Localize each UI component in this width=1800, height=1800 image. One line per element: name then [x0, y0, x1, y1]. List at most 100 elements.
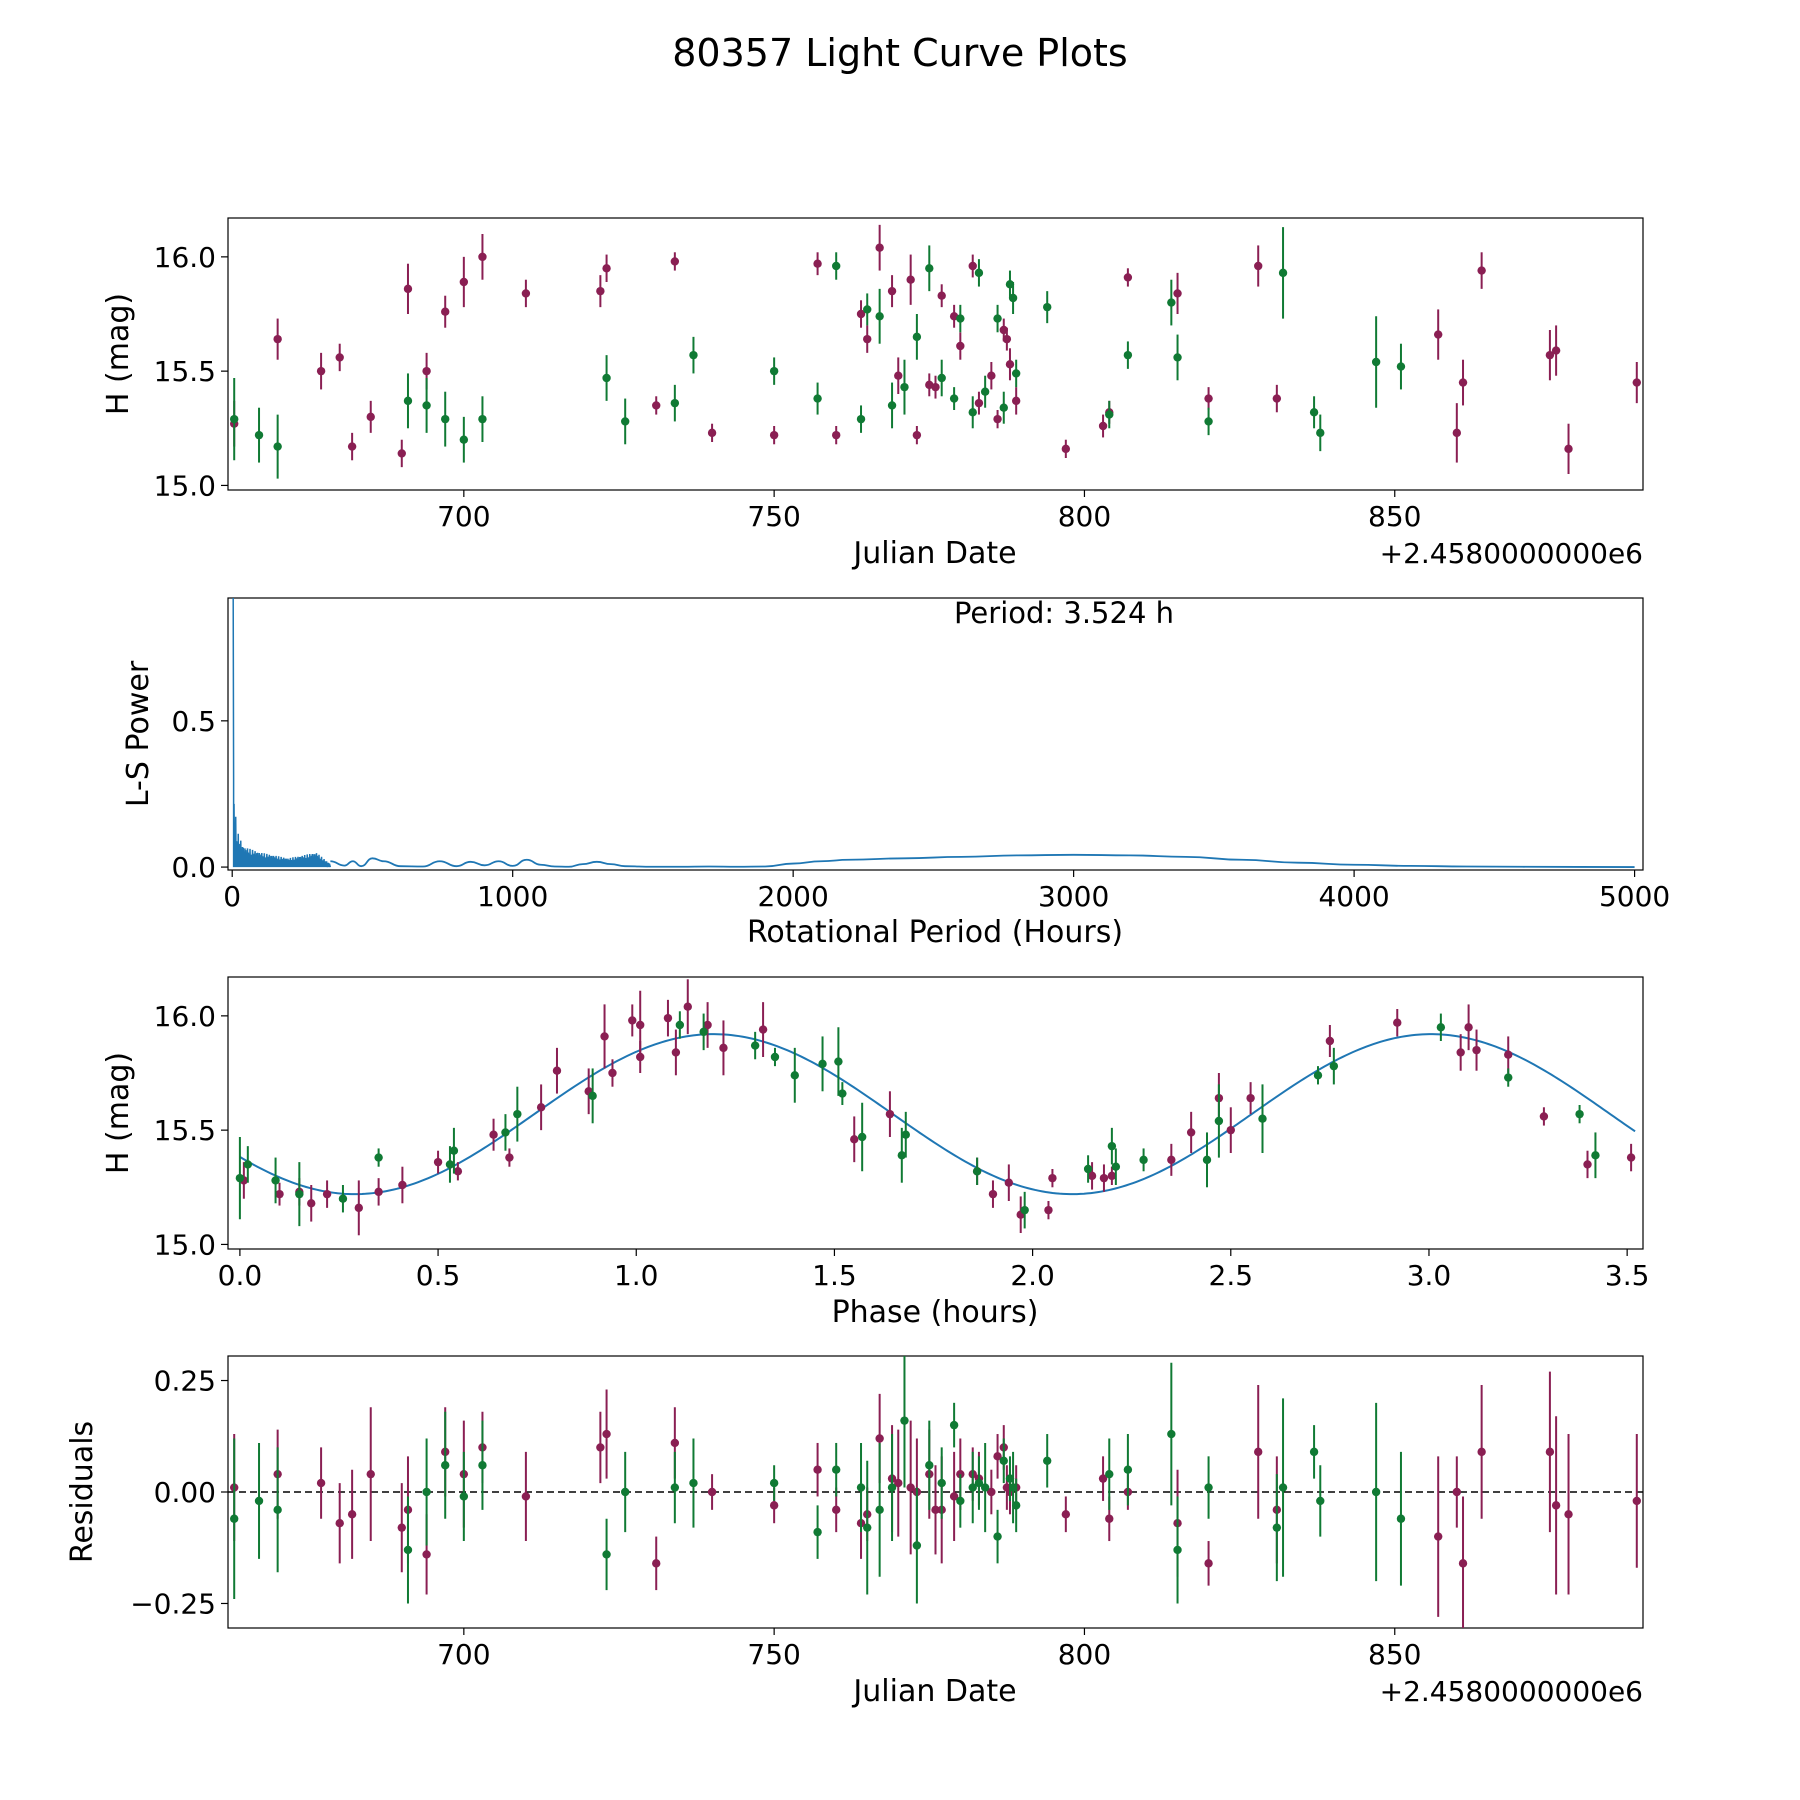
time-series-point-magenta: [993, 414, 1002, 424]
phase-point-green: [838, 1089, 847, 1098]
periodogram-xtick-label: 2000: [758, 880, 829, 913]
residuals-point-green: [1008, 1483, 1018, 1492]
time-series-point-green: [230, 414, 239, 424]
residuals-point-green: [422, 1487, 431, 1497]
phase-point-magenta: [354, 1203, 363, 1213]
time-series-point-magenta: [887, 286, 897, 296]
time-series-point-green: [1316, 428, 1325, 438]
residuals-point-magenta: [1105, 1514, 1114, 1523]
time-series-point-green: [956, 314, 965, 323]
phase-frame: [227, 976, 1644, 1250]
residuals-point-green: [863, 1523, 872, 1532]
time-series-marks: [230, 224, 1641, 479]
residuals-point-magenta: [1204, 1559, 1213, 1568]
phase-point-green: [1258, 1114, 1267, 1123]
residuals-point-magenta: [652, 1559, 661, 1568]
phase-point-magenta: [1186, 1128, 1196, 1137]
residuals-point-magenta: [832, 1505, 841, 1515]
time-series-panel: 700 750 800 850 15.0 15.5 16.0 Julian Date +2.…: [101, 217, 1644, 571]
phase-point-green: [295, 1189, 304, 1199]
residuals-point-magenta: [1564, 1510, 1573, 1519]
periodogram-xtick-label: 0: [223, 880, 241, 913]
phase-xtick-label: 0.0: [218, 1259, 263, 1292]
time-series-point-magenta: [1551, 346, 1561, 355]
periodogram-xtick-label: 4000: [1318, 880, 1389, 913]
phase-point-magenta: [1456, 1048, 1465, 1057]
time-series-point-green: [620, 417, 630, 426]
phase-point-green: [513, 1109, 522, 1119]
time-series-point-green: [925, 264, 934, 273]
time-series-point-magenta: [894, 371, 903, 380]
periodogram-xtick-label: 3000: [1038, 880, 1109, 913]
phase-point-magenta: [1167, 1155, 1176, 1165]
residuals-point-green: [1105, 1469, 1114, 1479]
residuals-point-green: [1309, 1447, 1319, 1457]
phase-point-magenta: [663, 1013, 673, 1023]
phase-xtick-label: 1.0: [614, 1259, 659, 1292]
time-series-xlabel: Julian Date: [851, 536, 1016, 571]
phase-point-magenta: [1048, 1173, 1057, 1183]
time-series-point-magenta: [1458, 378, 1468, 387]
phase-point-green: [1111, 1162, 1121, 1171]
time-series-point-green: [602, 373, 611, 383]
time-series-point-green: [1371, 357, 1381, 367]
residuals-point-magenta: [1477, 1447, 1486, 1457]
residuals-point-magenta: [1061, 1510, 1071, 1519]
phase-point-magenta: [1583, 1160, 1592, 1169]
residuals-point-magenta: [316, 1478, 326, 1488]
time-series-point-magenta: [652, 401, 661, 410]
periodogram-panel: 0 1000 2000 3000 4000 5000 0.0 0.5 Period: 3.52…: [121, 596, 1670, 950]
time-series-frame: [227, 217, 1644, 491]
time-series-point-green: [856, 414, 866, 424]
phase-point-magenta: [322, 1189, 332, 1199]
phase-point-magenta: [505, 1153, 514, 1162]
phase-point-magenta: [1464, 1023, 1473, 1032]
time-series-point-green: [1123, 350, 1133, 360]
residuals-point-magenta: [602, 1429, 611, 1439]
phase-point-green: [1139, 1155, 1148, 1165]
residuals-point-magenta: [1254, 1447, 1263, 1457]
time-series-point-green: [1005, 280, 1015, 289]
time-series-point-magenta: [956, 341, 965, 351]
time-series-point-green: [949, 394, 959, 403]
phase-point-green: [1329, 1061, 1339, 1071]
residuals-point-magenta: [813, 1465, 822, 1474]
phase-panel: 0.0 0.5 1.0 1.5 2.0 2.5 3.0 3.5 15.0 15.5 16.0 Pha…: [101, 976, 1650, 1330]
phase-point-magenta: [1107, 1171, 1117, 1181]
time-series-point-green: [422, 401, 431, 410]
phase-point-green: [972, 1167, 982, 1176]
phase-ytick-label: 15.0: [154, 1228, 216, 1261]
phase-point-green: [271, 1176, 280, 1185]
residuals-point-green: [441, 1461, 450, 1470]
residuals-point-magenta: [894, 1478, 903, 1488]
phase-point-green: [675, 1020, 685, 1030]
time-series-point-green: [1278, 268, 1288, 278]
phase-point-magenta: [1004, 1178, 1014, 1187]
phase-point-magenta: [398, 1180, 407, 1190]
phase-xtick-label: 3.5: [1605, 1259, 1650, 1292]
residuals-point-green: [230, 1514, 239, 1523]
residuals-point-green: [980, 1483, 990, 1492]
residuals-point-green: [993, 1532, 1002, 1541]
residuals-point-green: [1173, 1545, 1182, 1555]
phase-point-green: [1504, 1073, 1513, 1082]
time-series-point-magenta: [707, 428, 717, 438]
residuals-point-magenta: [875, 1434, 884, 1443]
residuals-point-green: [949, 1420, 959, 1430]
phase-point-magenta: [758, 1025, 768, 1034]
phase-point-magenta: [719, 1043, 728, 1053]
phase-point-green: [750, 1041, 760, 1050]
residuals-point-green: [887, 1483, 897, 1492]
phase-point-magenta: [552, 1066, 562, 1075]
time-series-point-green: [863, 305, 872, 314]
time-series-point-magenta: [1002, 334, 1012, 344]
residuals-xlabel: Julian Date: [851, 1674, 1016, 1709]
time-series-point-magenta: [1123, 273, 1133, 282]
residuals-ytick-label: 0.00: [154, 1476, 216, 1509]
residuals-marks: [228, 1356, 1643, 1628]
residuals-point-magenta: [993, 1452, 1002, 1461]
time-series-point-magenta: [1098, 421, 1108, 431]
residuals-point-green: [273, 1505, 282, 1515]
time-series-xtick-label: 850: [1368, 500, 1421, 533]
